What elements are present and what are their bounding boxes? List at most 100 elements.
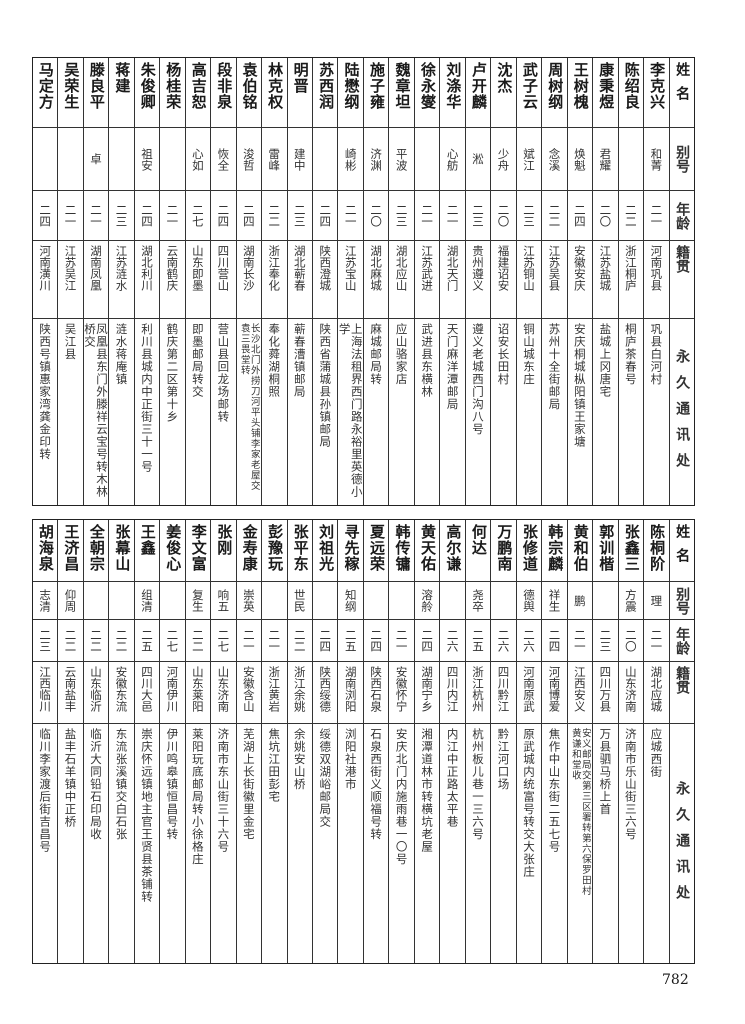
person-address: 浏阳社港市 [338,724,362,963]
person-origin: 陕西绥德 [312,662,338,724]
person-name-text: 吴荣生 [62,62,81,110]
person-column: 王济昌 仰周 二二 云南盐丰 盐丰石羊镇中正桥 [57,520,83,963]
person-age: 二六 [491,620,516,662]
person-column: 陈绍良 二二 浙江桐庐 桐庐茶春号 [617,58,644,505]
person-alias-text: 恢全 [216,147,231,171]
person-origin-text: 安徽含山 [241,666,256,712]
person-address: 原武城内统富号转交大张庄 [517,724,541,963]
person-alias-text: 念溪 [547,147,562,171]
person-age: 二四 [134,191,160,241]
person-origin: 福建诏安 [491,241,516,319]
person-origin-text: 云南鹤庆 [165,245,180,291]
person-origin: 江苏宝山 [338,241,363,319]
person-alias: 卓 [83,128,109,191]
header-alias: 别号 [669,582,694,620]
person-address-text: 营山县回龙场邮转 [216,323,231,423]
person-column: 蒋建 二三 江苏涟水 涟水蒋庵镇 [108,58,134,505]
person-age-text: 二七 [216,629,231,652]
person-name-text: 郭训楷 [597,524,616,572]
person-origin: 江苏吴江 [58,241,83,319]
person-address-text: 临川李家渡后街吉昌号 [38,728,53,853]
person-age-text: 二三 [521,204,536,227]
person-name-text: 韩传镛 [393,524,412,572]
person-name-text: 周树纲 [546,62,565,110]
person-address-text: 伊川鸣皋镇恒昌号转 [165,728,180,841]
person-name: 魏章坦 [389,58,414,128]
person-age-text: 二四 [420,629,435,652]
person-age-text: 二四 [139,204,154,227]
person-alias-text: 淞 [471,153,486,165]
person-alias: 和菁 [644,128,669,191]
person-age-text: 二一 [445,204,460,227]
person-alias-text: 浚哲 [241,147,256,171]
person-name-text: 韩宗麟 [546,524,565,572]
person-address-text: 利川县城内中正街三十一号 [139,323,154,473]
roster-table-bottom: 姓名 别号 年龄 籍贯 永久通讯处 陈桐阶理二一 湖北应城 应城西街 张鑫三 方震 二〇 山东济南 济南… [32,519,695,964]
person-name: 万鹏南 [491,520,516,582]
person-origin: 云南盐丰 [58,662,83,724]
person-age-text: 二七 [190,204,205,227]
person-name-text: 高尔谦 [444,524,463,572]
header-column: 姓名 别号 年龄 籍贯 永久通讯处 [668,58,694,505]
person-origin: 四川营山 [211,241,236,319]
person-address-text: 莱阳玩底邮局转小徐格庄 [190,728,205,866]
person-age-text: 二二 [292,629,307,652]
person-column: 李克兴 和菁 二一 河南巩县 巩县白河村 [643,58,669,505]
person-age: 二二 [83,620,109,662]
person-origin: 江苏吴县 [542,241,567,319]
person-origin-text: 四川营山 [216,245,231,291]
person-origin: 浙江奉化 [262,241,287,319]
person-origin-text: 山东济南 [216,666,231,712]
person-name-text: 林克权 [266,62,285,110]
person-alias-text: 心如 [190,147,205,171]
person-age: 二六 [516,620,542,662]
person-origin-text: 陕西石泉 [369,666,384,712]
person-age: 二七 [160,620,185,662]
person-origin-text: 湖北应山 [394,245,409,291]
person-address-text: 杭州板儿巷一三六号 [471,728,486,841]
person-age-text: 二一 [649,629,664,652]
person-name-text: 滕良平 [87,62,106,110]
person-alias: 德舆 [516,582,542,620]
person-name: 段非泉 [211,58,236,128]
person-alias: 淞 [465,128,491,191]
person-alias: 方震 [618,582,644,620]
person-origin-text: 湖南浏阳 [343,666,358,712]
person-age: 二一 [338,191,363,241]
person-age: 二三 [32,620,58,662]
person-name: 高尔谦 [440,520,465,582]
person-address-text: 即墨邮局转交 [190,323,205,398]
person-age: 二四 [414,620,440,662]
person-address-text: 麻城邮局转 [369,323,384,386]
person-name: 朱俊卿 [134,58,160,128]
person-origin: 河南潢川 [32,241,58,319]
person-age: 二五 [338,620,363,662]
person-age: 二六 [440,620,465,662]
person-name-text: 张幕山 [113,524,132,572]
person-column: 金寿康 崇英 二一 安徽含山 芜湖上长街徽里金宅 [235,520,262,963]
person-name: 吴荣生 [58,58,83,128]
person-column: 武子云 斌江 二三 江苏铜山 铜山城东庄 [515,58,542,505]
person-age-text: 二一 [394,629,409,652]
person-column: 林克权 雷峰 二二 浙江奉化 奉化蕣湖桐照 [261,58,287,505]
person-address: 上海法租界西门路永裕里英德小学 [338,319,362,505]
person-column: 姜俊心 二七 河南伊川 伊川鸣皋镇恒昌号转 [159,520,185,963]
person-origin-text: 山东临沂 [89,666,104,712]
person-age-text: 二四 [216,204,231,227]
person-name-text: 姜俊心 [164,524,183,572]
person-alias: 组清 [134,582,160,620]
person-origin: 山东即墨 [185,241,211,319]
person-address: 芜湖上长街徽里金宅 [237,724,261,963]
person-age: 二一 [262,620,287,662]
person-origin-text: 陕西澄城 [318,245,333,291]
person-alias: 崇英 [236,582,262,620]
person-age-text: 二二 [190,629,205,652]
person-name-text: 李文富 [189,524,208,572]
person-address-text: 桐庐茶春号 [623,323,638,386]
person-age-text: 二四 [318,629,333,652]
person-age: 二四 [32,191,58,241]
person-address-text: 原武城内统富号转交大张庄 [521,728,536,878]
person-address-text: 济南市东山街三十六号 [216,728,231,853]
person-address-text: 湘潭道林市转横坑老屋 [420,728,435,853]
person-address: 桐庐茶春号 [619,319,643,505]
